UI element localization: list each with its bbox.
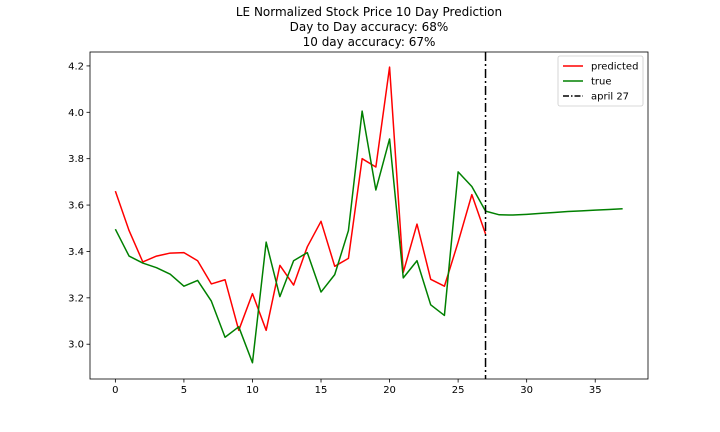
series-true-point bbox=[115, 228, 117, 230]
x-tick-label: 0 bbox=[112, 385, 118, 396]
series-true-point bbox=[512, 214, 514, 216]
series-true-point bbox=[430, 304, 432, 306]
series-true-point bbox=[224, 336, 226, 338]
series-true-point bbox=[197, 280, 199, 282]
series-true-point bbox=[128, 255, 130, 257]
series-predicted-point bbox=[375, 166, 377, 168]
series-predicted-point bbox=[252, 293, 254, 295]
series-true-point bbox=[320, 291, 322, 293]
axes: 0 5 10 15 20 25 30 35 3.0 3.2 3.4 3.6 3.8 4.0 4.2 bbox=[68, 51, 649, 396]
series-predicted-point bbox=[197, 260, 199, 262]
series-predicted-point bbox=[156, 255, 158, 257]
legend-box bbox=[557, 55, 644, 107]
series-true-point bbox=[444, 315, 446, 317]
legend-label-april-27: april 27 bbox=[591, 92, 629, 103]
plot-area bbox=[114, 52, 624, 379]
series-true-point bbox=[279, 296, 281, 298]
series-true-point bbox=[348, 230, 350, 232]
series-predicted-point bbox=[183, 252, 185, 254]
series-true-point bbox=[211, 300, 213, 302]
series-predicted-point bbox=[334, 265, 336, 267]
series-true-point bbox=[457, 171, 459, 173]
chart-title-line-1: LE Normalized Stock Price 10 Day Predict… bbox=[236, 5, 502, 19]
series-true-point bbox=[334, 274, 336, 276]
series-predicted-point bbox=[128, 230, 130, 232]
series-predicted-point bbox=[224, 279, 226, 281]
legend: predicted true april 27 bbox=[557, 55, 644, 107]
x-tick-label: 5 bbox=[181, 385, 187, 396]
series-true-point bbox=[498, 214, 500, 216]
series-predicted-point bbox=[307, 246, 309, 248]
y-tick-label: 3.0 bbox=[68, 340, 84, 351]
series-predicted-point bbox=[169, 252, 171, 254]
series-predicted-point bbox=[444, 285, 446, 287]
series-predicted-point bbox=[430, 278, 432, 280]
series-true-point bbox=[238, 326, 240, 328]
series-true-line bbox=[114, 110, 623, 364]
series-true-point bbox=[389, 138, 391, 140]
plot-frame bbox=[89, 51, 649, 380]
series-true-point bbox=[252, 362, 254, 364]
legend-label-predicted: predicted bbox=[591, 62, 638, 73]
series-predicted-point bbox=[361, 158, 363, 160]
series-true-point bbox=[622, 208, 624, 210]
series-true-point bbox=[471, 186, 473, 188]
series-true-point bbox=[156, 267, 158, 269]
x-tick-label: 10 bbox=[246, 385, 259, 396]
x-tick-label: 30 bbox=[520, 385, 533, 396]
series-true-point bbox=[265, 241, 267, 243]
series-predicted-point bbox=[416, 223, 418, 225]
series-true-point bbox=[183, 285, 185, 287]
series-true-point bbox=[293, 260, 295, 262]
series-predicted-point bbox=[320, 220, 322, 222]
series-true-point bbox=[169, 273, 171, 275]
y-tick-label: 3.2 bbox=[68, 293, 84, 304]
series-true-point bbox=[594, 209, 596, 211]
series-predicted-point bbox=[279, 265, 281, 267]
y-tick-label: 3.8 bbox=[68, 154, 84, 165]
series-true-point bbox=[307, 252, 309, 254]
series-predicted-point bbox=[471, 194, 473, 196]
y-tick-label: 3.4 bbox=[68, 247, 84, 258]
legend-label-true: true bbox=[591, 77, 612, 88]
series-predicted-point bbox=[293, 284, 295, 286]
series-predicted-point bbox=[115, 190, 117, 192]
x-tick-label: 35 bbox=[589, 385, 602, 396]
y-tick-label: 4.0 bbox=[68, 108, 84, 119]
x-tick-label: 20 bbox=[383, 385, 396, 396]
series-true-point bbox=[567, 211, 569, 213]
series-true-point bbox=[553, 212, 555, 214]
series-predicted-point bbox=[265, 329, 267, 331]
series-true-point bbox=[375, 189, 377, 191]
series-predicted-line bbox=[114, 66, 487, 332]
series-true-point bbox=[416, 260, 418, 262]
series-true-point bbox=[526, 214, 528, 216]
series-predicted-point bbox=[457, 241, 459, 243]
series-true-point bbox=[581, 210, 583, 212]
x-tick-label: 25 bbox=[452, 385, 465, 396]
series-true-point bbox=[608, 209, 610, 211]
chart-title-line-3: 10 day accuracy: 67% bbox=[303, 35, 436, 49]
chart-title-line-2: Day to Day accuracy: 68% bbox=[290, 20, 449, 34]
y-tick-label: 4.2 bbox=[68, 61, 84, 72]
series-predicted-point bbox=[211, 283, 213, 285]
series-predicted-point bbox=[389, 66, 391, 68]
series-true-point bbox=[361, 110, 363, 112]
series-true-point bbox=[540, 213, 542, 215]
series-true-point bbox=[142, 262, 144, 264]
series-predicted-point bbox=[348, 258, 350, 260]
x-tick-label: 15 bbox=[315, 385, 328, 396]
y-tick-label: 3.6 bbox=[68, 201, 84, 212]
series-true-point bbox=[402, 277, 404, 279]
